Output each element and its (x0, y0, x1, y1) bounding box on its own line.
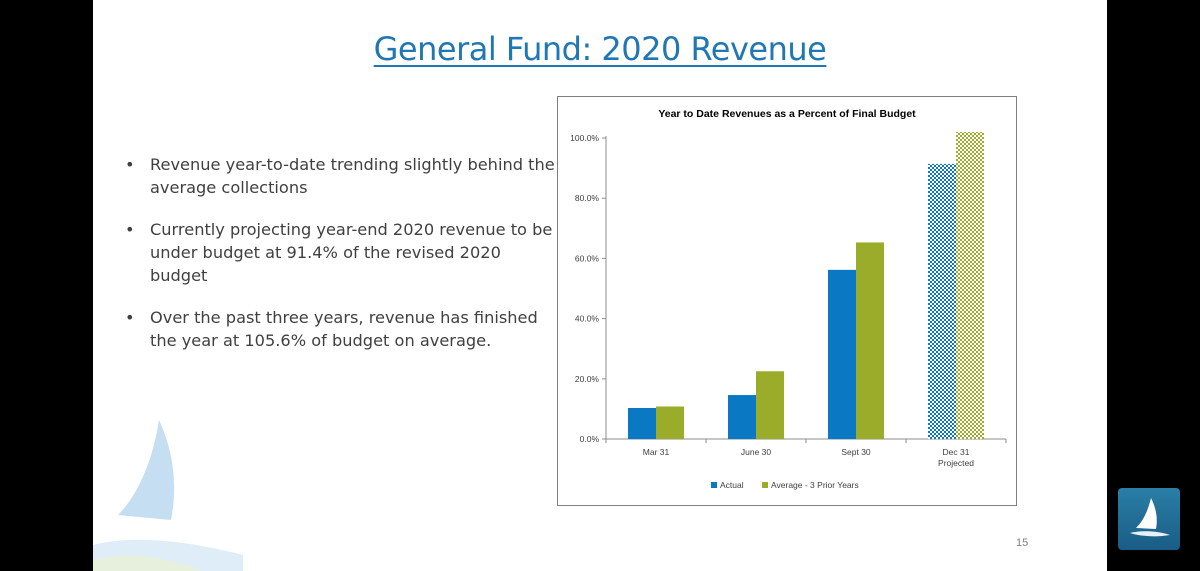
bar-average (956, 131, 984, 440)
y-tick-label: 0.0% (580, 434, 600, 444)
sailboat-icon (1130, 498, 1170, 537)
legend-swatch (711, 482, 717, 488)
legend-label: Actual (720, 480, 744, 490)
x-tick-label: Mar 31 (643, 447, 670, 457)
chart-title: Year to Date Revenues as a Percent of Fi… (658, 108, 916, 120)
x-tick-label: Dec 31 (943, 447, 970, 457)
app-logo-icon[interactable] (1118, 488, 1180, 550)
bullet-list: Revenue year-to-date trending slightly b… (123, 153, 563, 371)
chart-frame: Year to Date Revenues as a Percent of Fi… (557, 96, 1017, 506)
bullet-item: Currently projecting year-end 2020 reven… (123, 218, 563, 287)
sail-logo-decoration (93, 420, 243, 571)
bar-actual (928, 163, 956, 440)
page-number: 15 (1016, 537, 1029, 549)
y-tick-label: 20.0% (575, 374, 600, 384)
bar-actual (828, 269, 856, 439)
bar-average (856, 242, 884, 439)
slide: General Fund: 2020 Revenue Revenue year-… (93, 0, 1107, 571)
bullet-item: Over the past three years, revenue has f… (123, 306, 563, 352)
y-tick-label: 80.0% (575, 193, 600, 203)
x-tick-label: June 30 (741, 447, 772, 457)
y-tick-label: 100.0% (570, 133, 599, 143)
legend-label: Average - 3 Prior Years (771, 480, 859, 490)
bar-average (656, 406, 684, 439)
y-tick-label: 40.0% (575, 314, 600, 324)
slide-title: General Fund: 2020 Revenue (373, 30, 827, 68)
x-tick-label: Sept 30 (841, 447, 871, 457)
bar-average (756, 371, 784, 439)
legend-swatch (762, 482, 768, 488)
y-tick-label: 60.0% (575, 253, 600, 263)
revenue-chart: Year to Date Revenues as a Percent of Fi… (570, 108, 1007, 490)
bar-actual (728, 395, 756, 439)
x-tick-label: Projected (938, 458, 974, 468)
bullet-item: Revenue year-to-date trending slightly b… (123, 153, 563, 199)
bar-actual (628, 407, 656, 439)
